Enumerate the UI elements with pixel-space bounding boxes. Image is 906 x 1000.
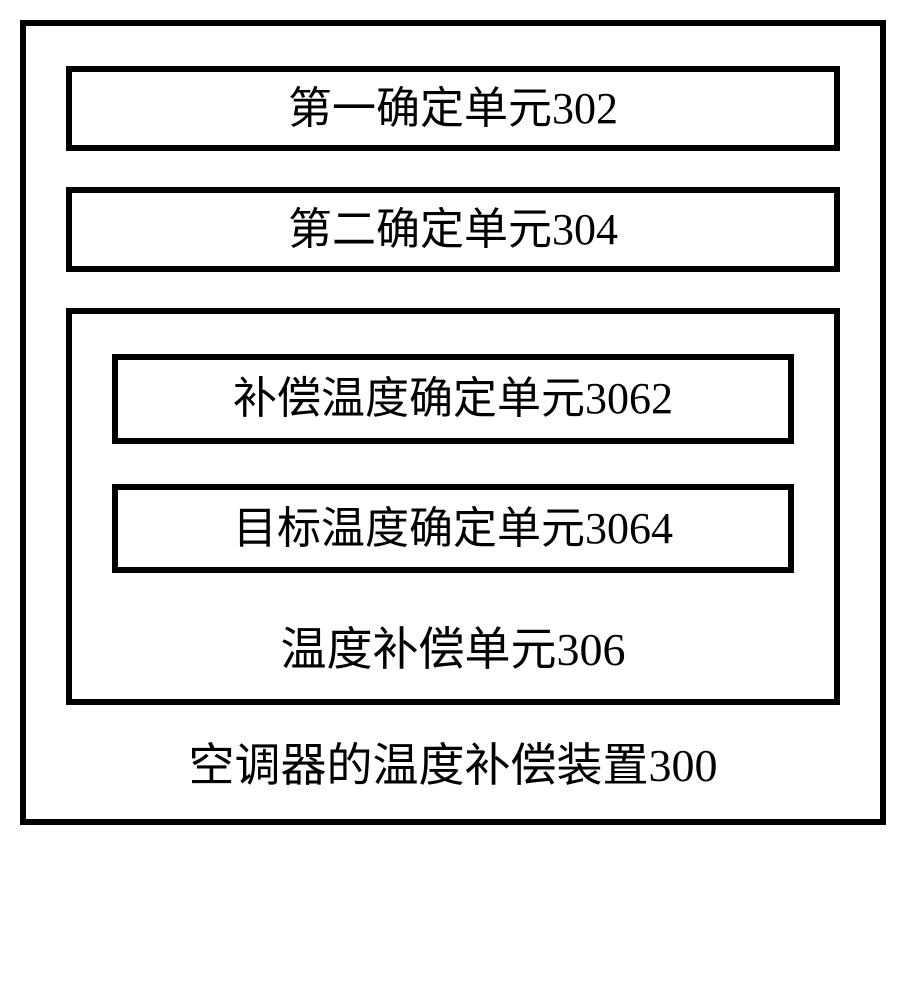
first-determination-unit: 第一确定单元302 xyxy=(66,66,840,151)
compensation-temp-unit: 补偿温度确定单元3062 xyxy=(112,354,794,443)
temperature-compensation-unit: 补偿温度确定单元3062 目标温度确定单元3064 温度补偿单元306 xyxy=(66,308,840,704)
target-temp-unit: 目标温度确定单元3064 xyxy=(112,484,794,573)
second-determination-unit-label: 第二确定单元304 xyxy=(288,205,618,254)
target-temp-unit-label: 目标温度确定单元3064 xyxy=(233,504,673,553)
device-container: 第一确定单元302 第二确定单元304 补偿温度确定单元3062 目标温度确定单… xyxy=(20,20,886,825)
second-determination-unit: 第二确定单元304 xyxy=(66,187,840,272)
temperature-compensation-unit-label: 温度补偿单元306 xyxy=(112,613,794,679)
compensation-temp-unit-label: 补偿温度确定单元3062 xyxy=(233,374,673,423)
first-determination-unit-label: 第一确定单元302 xyxy=(288,84,618,133)
device-label: 空调器的温度补偿装置300 xyxy=(66,729,840,795)
